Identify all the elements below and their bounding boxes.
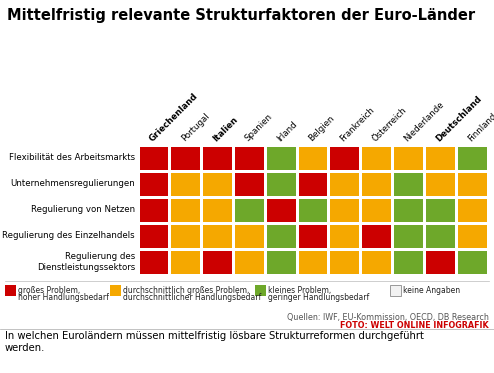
Bar (330, 147, 359, 169)
Bar (330, 198, 359, 222)
Bar (139, 198, 168, 222)
Bar (203, 172, 232, 195)
Bar (255, 285, 266, 296)
Bar (235, 225, 264, 248)
Bar (298, 198, 328, 222)
Text: durchschnittlicher Handlungsbedarf: durchschnittlicher Handlungsbedarf (123, 293, 261, 302)
Text: Spanien: Spanien (243, 112, 274, 143)
Text: Finnland: Finnland (466, 111, 494, 143)
Text: Frankreich: Frankreich (338, 105, 376, 143)
Bar (203, 225, 232, 248)
Bar (235, 198, 264, 222)
Bar (362, 147, 391, 169)
Bar (457, 251, 487, 273)
Text: Österreich: Österreich (370, 105, 408, 143)
Bar (457, 198, 487, 222)
Text: Regulierung des
Dienstleistungssektors: Regulierung des Dienstleistungssektors (37, 252, 135, 272)
Bar (110, 285, 121, 296)
Text: Quellen: IWF, EU-Kommission, OECD, DB Research: Quellen: IWF, EU-Kommission, OECD, DB Re… (287, 313, 489, 322)
Bar (298, 225, 328, 248)
Text: keine Angaben: keine Angaben (403, 286, 460, 295)
Bar (171, 251, 200, 273)
Bar (298, 172, 328, 195)
Bar (267, 251, 295, 273)
Text: großes Problem,: großes Problem, (18, 286, 80, 295)
Text: kleines Problem,: kleines Problem, (268, 286, 331, 295)
Text: Deutschland: Deutschland (434, 94, 483, 143)
Bar (171, 198, 200, 222)
Bar (235, 147, 264, 169)
Bar (139, 172, 168, 195)
Text: FOTO: WELT ONLINE INFOGRAFIK: FOTO: WELT ONLINE INFOGRAFIK (340, 321, 489, 330)
Bar (171, 172, 200, 195)
Text: Mittelfristig relevante Strukturfaktoren der Euro-Länder: Mittelfristig relevante Strukturfaktoren… (7, 8, 475, 23)
Bar (394, 147, 423, 169)
Bar (426, 198, 454, 222)
Text: Niederlande: Niederlande (402, 100, 446, 143)
Bar (171, 147, 200, 169)
Bar (390, 285, 401, 296)
Bar (426, 251, 454, 273)
Bar (267, 225, 295, 248)
Bar (235, 251, 264, 273)
Bar (267, 198, 295, 222)
Bar (330, 225, 359, 248)
Bar (394, 172, 423, 195)
Bar (457, 225, 487, 248)
Bar (203, 251, 232, 273)
Text: Italien: Italien (211, 115, 240, 143)
Bar (362, 198, 391, 222)
Bar (426, 172, 454, 195)
Bar (362, 225, 391, 248)
Bar (394, 251, 423, 273)
Bar (267, 172, 295, 195)
Text: Unternehmensregulierungen: Unternehmensregulierungen (10, 179, 135, 188)
Bar (394, 198, 423, 222)
Text: In welchen Euroländern müssen mittelfristig lösbare Strukturreformen durchgeführ: In welchen Euroländern müssen mittelfris… (5, 331, 424, 352)
Bar (426, 225, 454, 248)
Bar (203, 198, 232, 222)
Bar (362, 172, 391, 195)
Bar (203, 147, 232, 169)
Bar (171, 225, 200, 248)
Bar (139, 147, 168, 169)
Bar (298, 251, 328, 273)
Text: Griechenland: Griechenland (148, 91, 200, 143)
Text: Flexibilität des Arbeitsmarkts: Flexibilität des Arbeitsmarkts (9, 154, 135, 163)
Bar (267, 147, 295, 169)
Bar (457, 172, 487, 195)
Bar (426, 147, 454, 169)
Bar (330, 251, 359, 273)
Text: geringer Handlungsbedarf: geringer Handlungsbedarf (268, 293, 369, 302)
Text: durchschnittlich großes Problem,: durchschnittlich großes Problem, (123, 286, 249, 295)
Bar (362, 251, 391, 273)
Bar (5, 285, 16, 296)
Text: Regulierung von Netzen: Regulierung von Netzen (31, 206, 135, 214)
Text: Portugal: Portugal (179, 112, 211, 143)
Bar (139, 251, 168, 273)
Bar (298, 147, 328, 169)
Bar (139, 225, 168, 248)
Text: Irland: Irland (275, 119, 298, 143)
Text: Belgien: Belgien (307, 114, 336, 143)
Bar (330, 172, 359, 195)
Bar (457, 147, 487, 169)
Text: Regulierung des Einzelhandels: Regulierung des Einzelhandels (2, 232, 135, 241)
Bar (235, 172, 264, 195)
Text: hoher Handlungsbedarf: hoher Handlungsbedarf (18, 293, 109, 302)
Bar (394, 225, 423, 248)
